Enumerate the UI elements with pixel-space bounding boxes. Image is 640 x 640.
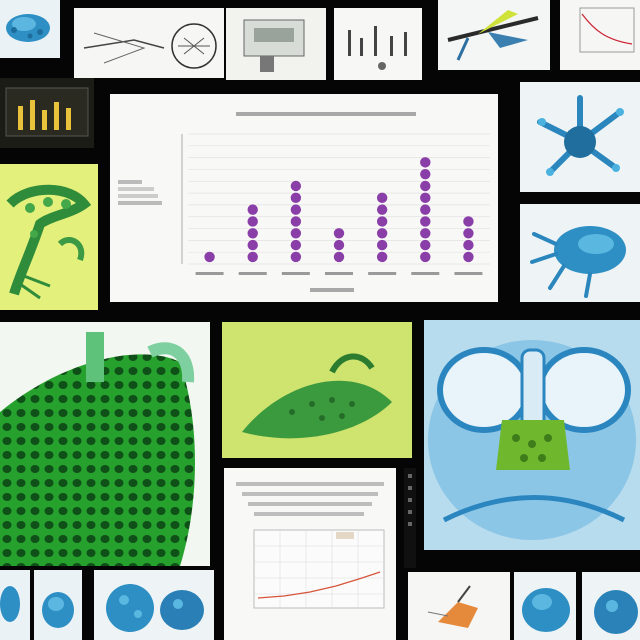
x-axis-caption-bar (310, 288, 354, 292)
dot-column (333, 228, 345, 263)
data-dot (463, 228, 474, 239)
data-dot (290, 192, 302, 204)
thumb-line-chart-small (560, 0, 640, 70)
data-dot (290, 251, 302, 263)
data-dot (420, 251, 431, 263)
data-dot (247, 204, 258, 215)
data-dot (420, 228, 431, 239)
thumb-blue-blob-1 (0, 570, 30, 640)
data-dot (376, 204, 388, 215)
data-dot (420, 192, 431, 204)
data-dot (420, 157, 431, 168)
dot-column (290, 180, 302, 263)
thumb-blue-blob-2 (34, 570, 82, 640)
thumb-insect-sketch (74, 8, 224, 78)
data-dot (420, 180, 431, 192)
data-dot (376, 228, 388, 239)
dot-column (376, 192, 388, 263)
thumb-line-chart-document (224, 468, 396, 640)
data-dot (290, 216, 302, 227)
thumb-blue-coral (520, 82, 640, 192)
data-dot (333, 251, 345, 263)
data-dot (290, 239, 302, 251)
thumb-dark-bar-chart (0, 78, 94, 148)
data-dot (333, 228, 345, 239)
x-tick-label (325, 272, 353, 275)
data-dot (376, 239, 388, 251)
thumb-green-fish-illustration (222, 322, 412, 458)
chart-x-ticks (195, 272, 483, 275)
thumb-green-frog-illustration (0, 164, 98, 310)
chart-grid (181, 112, 490, 292)
chart-heading-bar (236, 112, 416, 116)
chart-dots (204, 157, 474, 263)
thumb-blue-sponge-small (0, 0, 60, 58)
thumb-diagram-box (226, 8, 326, 80)
x-tick-label (281, 272, 310, 275)
thumb-blue-anatomy-scan (424, 320, 640, 550)
dot-column (463, 216, 474, 263)
thumb-blue-sea-creature (520, 204, 640, 302)
chart-side-note (118, 180, 168, 205)
x-tick-label (238, 272, 267, 275)
x-tick-label (195, 272, 224, 275)
data-dot (376, 216, 388, 227)
thumb-dragonfly (438, 0, 550, 70)
data-dot (333, 239, 345, 251)
data-dot (420, 168, 431, 180)
data-dot (376, 251, 388, 263)
dot-column (204, 251, 215, 263)
x-tick-label (411, 272, 440, 275)
thumb-green-honeycomb (0, 322, 210, 566)
data-dot (376, 192, 388, 204)
data-dot (247, 239, 258, 251)
x-tick-label (454, 272, 483, 275)
data-dot (290, 204, 302, 215)
thumb-blue-round-2 (582, 572, 640, 640)
data-dot (420, 204, 431, 215)
data-dot (463, 239, 474, 251)
thumb-vertical-strip (404, 468, 416, 568)
main-chart-panel (110, 94, 498, 302)
data-dot (420, 239, 431, 251)
data-dot (290, 180, 302, 192)
thumb-orange-creature (408, 572, 510, 640)
data-dot (247, 216, 258, 227)
data-dot (247, 251, 258, 263)
dot-column (420, 157, 431, 263)
data-dot (463, 251, 474, 263)
thumb-blue-round-1 (514, 572, 576, 640)
data-dot (463, 216, 474, 227)
data-dot (204, 251, 215, 263)
thumb-bar-sketch (334, 8, 422, 80)
data-dot (290, 228, 302, 239)
data-dot (247, 228, 258, 239)
thumb-blue-cluster (94, 570, 214, 640)
main-dot-chart (181, 112, 490, 292)
data-dot (420, 216, 431, 227)
x-tick-label (368, 272, 397, 275)
dot-column (247, 204, 258, 263)
